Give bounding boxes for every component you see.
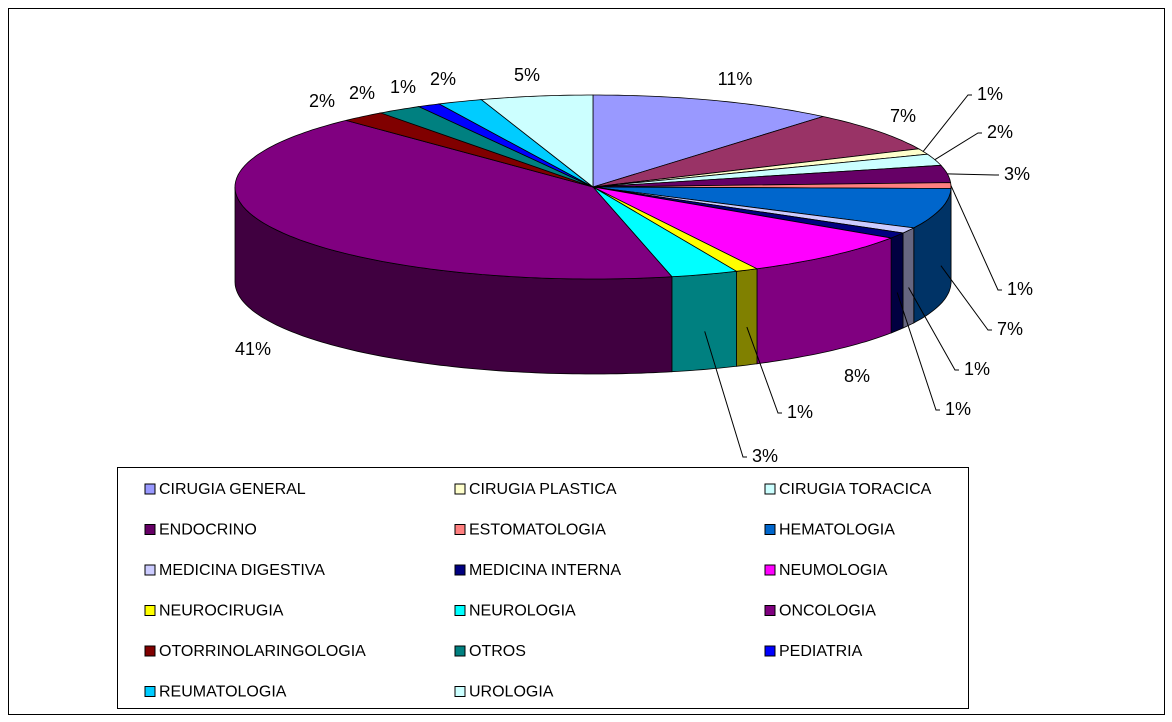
slice-side [736,268,758,367]
data-label: 1% [787,402,813,422]
slice [480,94,594,188]
slice [592,116,920,188]
leader-line [704,331,747,458]
leader-line [950,185,1002,291]
slice [437,99,594,188]
legend-swatch [454,645,466,657]
data-label: 1% [977,84,1003,104]
data-label: 7% [890,106,916,126]
slice-side [890,232,904,334]
slice [592,164,952,188]
slice [379,106,594,188]
data-label: 2% [430,69,456,89]
leader-line [922,94,972,152]
data-label: 1% [1007,279,1033,299]
legend-swatch [144,605,156,616]
top-faces [234,94,952,280]
legend-label: CIRUGIA TORACICA [779,481,932,498]
data-label: 41% [235,339,271,359]
legend-label: OTROS [469,643,526,660]
slice-side [902,227,915,329]
data-label: 1% [945,399,971,419]
legend-swatch [144,524,156,535]
data-label: 2% [309,91,335,111]
slice [592,94,824,188]
legend-swatch [454,483,466,495]
data-label: 8% [844,366,870,386]
legend-label: MEDICINA INTERNA [469,562,621,579]
leader-line [934,132,982,161]
legend-swatch [454,564,466,576]
legend-swatch [764,524,776,535]
legend-label: ONCOLOGIA [779,603,876,620]
data-label: 1% [390,77,416,97]
slice [592,186,893,270]
side-walls [234,186,952,375]
legend-swatch [144,564,156,576]
leader-line [746,326,782,414]
legend-swatch [144,686,156,697]
legend-label: UROLOGIA [469,684,554,701]
slice-side [671,270,737,373]
data-label: 7% [997,319,1023,339]
legend-swatch [144,645,156,657]
legend-swatch [764,645,776,657]
legend-label: CIRUGIA PLASTICA [469,481,617,498]
leader-line [940,265,992,331]
legend-swatch [764,605,776,616]
legend-swatch [144,483,156,495]
slice [234,119,673,280]
legend-swatch [454,524,466,535]
legend-swatch [764,564,776,576]
legend-label: ENDOCRINO [159,522,257,539]
legend-label: OTORRINOLARINGOLOGIA [159,643,366,660]
slice [592,186,738,278]
data-label: 3% [752,446,778,466]
legend-swatch [764,483,776,495]
data-label: 5% [514,65,540,85]
leader-line [896,292,940,411]
slice [345,112,594,188]
slice [592,186,952,229]
legend-box [117,467,969,709]
legend-label: HEMATOLOGIA [779,522,895,539]
data-label: 1% [964,359,990,379]
legend-label: PEDIATRIA [779,643,863,660]
data-label: 2% [987,122,1013,142]
legend-swatch [454,686,466,697]
legend-label: NEUROCIRUGIA [159,603,284,620]
legend-label: REUMATOLOGIA [159,684,287,701]
data-label: 11% [718,69,753,89]
leader-line [908,287,959,371]
legend-label: ESTOMATOLOGIA [469,522,606,539]
legend-label: NEUROLOGIA [469,603,576,620]
data-label: 2% [349,83,375,103]
legend-label: NEUMOLOGIA [779,562,888,579]
legend-label: CIRUGIA GENERAL [159,481,306,498]
legend-label: MEDICINA DIGESTIVA [159,562,325,579]
data-label: 3% [1004,164,1030,184]
legend-swatch [454,605,466,616]
leader-line [947,173,999,176]
